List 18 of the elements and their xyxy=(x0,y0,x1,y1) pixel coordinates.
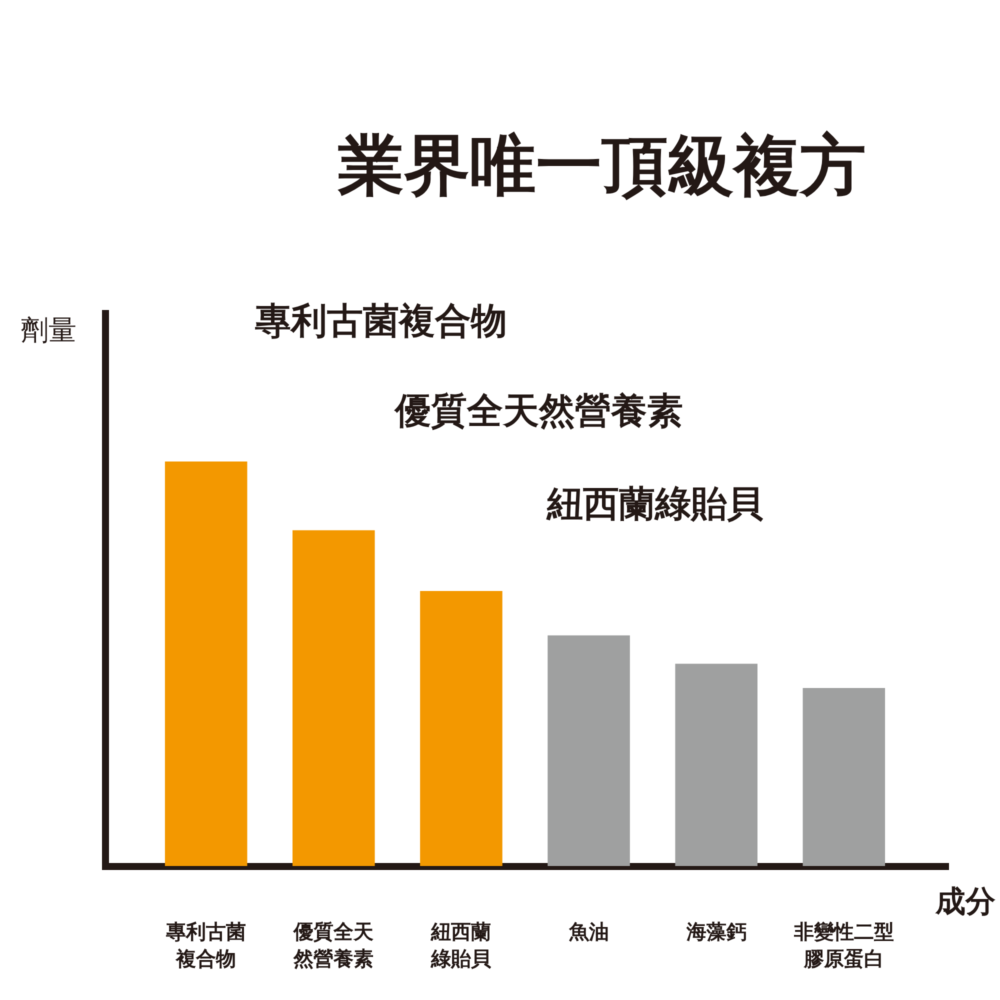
text: 專利古菌複合物 xyxy=(254,301,507,342)
bar xyxy=(292,530,375,866)
x-tick-label: 魚油 xyxy=(568,920,609,944)
x-tick-label: 專利古菌複合物 xyxy=(165,920,246,970)
bar xyxy=(164,462,248,866)
x-tick-label: 紐西蘭綠貽貝 xyxy=(430,920,492,970)
x-tick-label: 海藻鈣 xyxy=(685,920,746,944)
bar xyxy=(548,635,630,866)
y-axis-title: 劑量 xyxy=(20,314,76,346)
bar xyxy=(802,688,886,866)
bar xyxy=(420,590,502,866)
chart-title: 業界唯一頂級複方 xyxy=(337,127,866,204)
x-tick-label: 非變性二型膠原蛋白 xyxy=(792,920,894,970)
annotation: 紐西蘭綠貽貝 xyxy=(546,484,764,525)
text: 優質全天然營養素 xyxy=(394,391,683,432)
x-tick-label: 優質全天然營養素 xyxy=(292,920,374,970)
bar xyxy=(675,664,758,866)
x-axis-title: 成分 xyxy=(934,884,996,920)
